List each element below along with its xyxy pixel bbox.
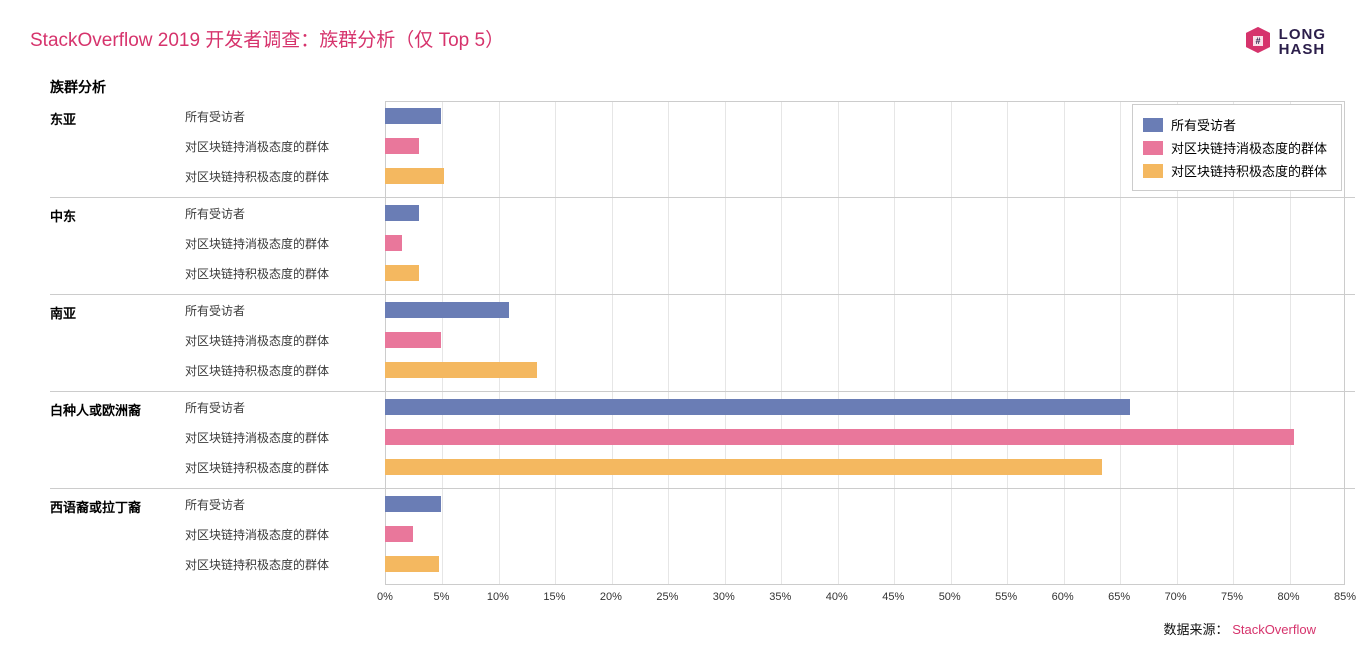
row-label: 对区块链持消极态度的群体 (50, 235, 385, 252)
bar (385, 526, 413, 542)
bar-row: 所有受访者 (50, 392, 1355, 422)
chart-title: StackOverflow 2019 开发者调查：族群分析（仅 Top 5） (30, 25, 504, 52)
group-label: 东亚 (50, 109, 170, 128)
bar (385, 429, 1294, 445)
legend-label: 对区块链持积极态度的群体 (1171, 161, 1327, 180)
bar (385, 265, 419, 281)
x-tick: 15% (543, 591, 565, 603)
group: 白种人或欧洲裔所有受访者对区块链持消极态度的群体对区块链持积极态度的群体 (50, 391, 1355, 488)
bar-row: 对区块链持消极态度的群体 (50, 519, 1355, 549)
x-tick: 20% (600, 591, 622, 603)
x-tick: 65% (1108, 591, 1130, 603)
row-label: 对区块链持积极态度的群体 (50, 265, 385, 282)
bar-row: 所有受访者 (50, 489, 1355, 519)
bar-row: 对区块链持积极态度的群体 (50, 452, 1355, 488)
legend: 所有受访者对区块链持消极态度的群体对区块链持积极态度的群体 (1132, 104, 1342, 191)
bar-cell (385, 295, 1345, 325)
bar (385, 302, 509, 318)
logo-icon: # (1243, 25, 1273, 59)
legend-item: 所有受访者 (1143, 113, 1327, 136)
x-tick: 30% (713, 591, 735, 603)
bar-row: 对区块链持积极态度的群体 (50, 258, 1355, 294)
legend-item: 对区块链持积极态度的群体 (1143, 159, 1327, 182)
bar (385, 496, 441, 512)
footer-label: 数据来源： (1164, 622, 1229, 637)
logo: # LONG HASH (1243, 25, 1336, 59)
bar (385, 168, 444, 184)
bar (385, 556, 439, 572)
footer-source: StackOverflow (1232, 622, 1316, 637)
row-label: 对区块链持积极态度的群体 (50, 556, 385, 573)
row-label: 对区块链持消极态度的群体 (50, 138, 385, 155)
x-tick: 5% (434, 591, 450, 603)
x-tick: 75% (1221, 591, 1243, 603)
row-label: 对区块链持消极态度的群体 (50, 526, 385, 543)
x-tick: 10% (487, 591, 509, 603)
bar-cell (385, 489, 1345, 519)
bar (385, 235, 402, 251)
bar-row: 对区块链持积极态度的群体 (50, 549, 1355, 585)
bar-row: 对区块链持消极态度的群体 (50, 422, 1355, 452)
bar-cell (385, 519, 1345, 549)
legend-swatch (1143, 164, 1163, 178)
row-label: 对区块链持消极态度的群体 (50, 429, 385, 446)
legend-label: 所有受访者 (1171, 115, 1236, 134)
bar-cell (385, 228, 1345, 258)
bar-row: 所有受访者 (50, 295, 1355, 325)
chart: 所有受访者对区块链持消极态度的群体对区块链持积极态度的群体 东亚所有受访者对区块… (50, 101, 1355, 615)
group-label: 西语裔或拉丁裔 (50, 497, 170, 516)
x-tick: 55% (995, 591, 1017, 603)
group: 西语裔或拉丁裔所有受访者对区块链持消极态度的群体对区块链持积极态度的群体 (50, 488, 1355, 585)
x-tick: 35% (769, 591, 791, 603)
logo-text-top: LONG (1279, 27, 1326, 42)
bar-cell (385, 549, 1345, 579)
bar (385, 332, 441, 348)
x-tick: 50% (939, 591, 961, 603)
footer: 数据来源： StackOverflow (30, 619, 1336, 638)
bar-cell (385, 325, 1345, 355)
group: 中东所有受访者对区块链持消极态度的群体对区块链持积极态度的群体 (50, 197, 1355, 294)
x-tick: 70% (1165, 591, 1187, 603)
logo-text-bottom: HASH (1279, 42, 1326, 57)
group-label: 南亚 (50, 303, 170, 322)
legend-item: 对区块链持消极态度的群体 (1143, 136, 1327, 159)
chart-subtitle: 族群分析 (50, 77, 1336, 97)
group-label: 中东 (50, 206, 170, 225)
bar-cell (385, 258, 1345, 288)
x-tick: 0% (377, 591, 393, 603)
bar-row: 对区块链持消极态度的群体 (50, 228, 1355, 258)
bar-row: 所有受访者 (50, 198, 1355, 228)
bar-row: 对区块链持消极态度的群体 (50, 325, 1355, 355)
group: 南亚所有受访者对区块链持消极态度的群体对区块链持积极态度的群体 (50, 294, 1355, 391)
bar (385, 459, 1102, 475)
legend-swatch (1143, 141, 1163, 155)
x-axis: 0%5%10%15%20%25%30%35%40%45%50%55%60%65%… (385, 585, 1345, 615)
legend-label: 对区块链持消极态度的群体 (1171, 138, 1327, 157)
bar (385, 138, 419, 154)
row-label: 对区块链持积极态度的群体 (50, 459, 385, 476)
x-tick: 85% (1334, 591, 1356, 603)
svg-text:#: # (1255, 36, 1260, 46)
row-label: 对区块链持积极态度的群体 (50, 362, 385, 379)
bar-cell (385, 198, 1345, 228)
bar-cell (385, 422, 1345, 452)
x-tick: 25% (656, 591, 678, 603)
row-label: 对区块链持积极态度的群体 (50, 168, 385, 185)
bar-cell (385, 392, 1345, 422)
x-tick: 45% (882, 591, 904, 603)
x-tick: 80% (1278, 591, 1300, 603)
group-label: 白种人或欧洲裔 (50, 400, 170, 419)
bar-cell (385, 452, 1345, 482)
row-label: 对区块链持消极态度的群体 (50, 332, 385, 349)
x-tick: 40% (826, 591, 848, 603)
bar (385, 399, 1130, 415)
bar-row: 对区块链持积极态度的群体 (50, 355, 1355, 391)
bar-cell (385, 355, 1345, 385)
x-tick: 60% (1052, 591, 1074, 603)
bar (385, 205, 419, 221)
bar (385, 108, 441, 124)
legend-swatch (1143, 118, 1163, 132)
bar (385, 362, 537, 378)
